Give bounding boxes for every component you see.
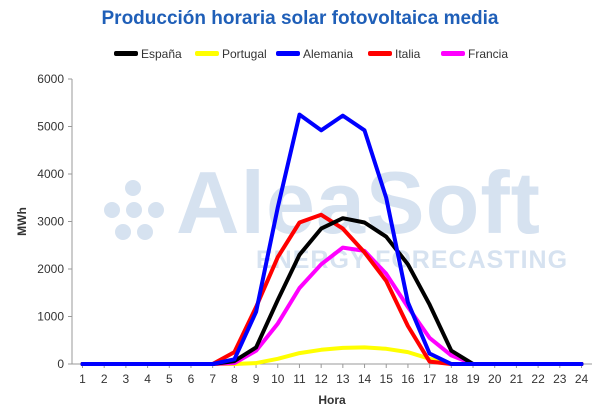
x-tick-label: 4 (144, 372, 151, 386)
x-tick-label: 21 (510, 372, 524, 386)
series-line-italia (80, 212, 584, 366)
legend-swatch (441, 51, 465, 56)
series-line-portugal (80, 345, 584, 366)
x-tick-label: 15 (380, 372, 394, 386)
x-tick-label: 22 (531, 372, 545, 386)
legend-swatch (114, 51, 138, 56)
x-tick-label: 18 (445, 372, 459, 386)
x-tick-label: 8 (231, 372, 238, 386)
y-tick-label: 4000 (37, 167, 64, 181)
x-tick-label: 19 (466, 372, 480, 386)
x-tick-label: 2 (101, 372, 108, 386)
legend-label: España (141, 47, 182, 61)
x-tick-label: 17 (423, 372, 437, 386)
x-tick-label: 20 (488, 372, 502, 386)
x-tick-label: 6 (188, 372, 195, 386)
legend: España Portugal Alemania Italia Francia (0, 46, 600, 62)
x-tick-label: 3 (123, 372, 130, 386)
x-tick-label: 5 (166, 372, 173, 386)
y-tick-label: 5000 (37, 120, 64, 134)
x-tick-label: 12 (314, 372, 328, 386)
series-line-francia (80, 245, 584, 366)
x-tick-label: 10 (271, 372, 285, 386)
series-line-espana (80, 216, 584, 366)
x-tick-label: 1 (79, 372, 86, 386)
legend-label: Italia (395, 47, 421, 61)
x-tick-label: 11 (293, 372, 306, 386)
x-tick-label: 7 (209, 372, 216, 386)
legend-label: Portugal (222, 47, 267, 61)
y-axis-title: MWh (15, 207, 29, 236)
y-tick-label: 2000 (37, 262, 64, 276)
y-tick-label: 6000 (37, 72, 64, 86)
x-tick-label: 23 (553, 372, 567, 386)
legend-swatch (195, 51, 219, 56)
legend-label: Francia (468, 47, 509, 61)
series-line-alemania (80, 112, 584, 366)
x-tick-label: 14 (358, 372, 372, 386)
y-tick-label: 3000 (37, 215, 64, 229)
y-tick-label: 0 (57, 357, 64, 371)
legend-label: Alemania (303, 47, 354, 61)
x-tick-label: 24 (575, 372, 589, 386)
legend-swatch (276, 51, 300, 56)
y-tick-label: 1000 (37, 310, 64, 324)
legend-swatch (368, 51, 392, 56)
chart-title: Producción horaria solar fotovoltaica me… (101, 8, 499, 29)
x-axis-title: Hora (318, 393, 346, 407)
x-tick-label: 9 (253, 372, 260, 386)
x-tick-label: 13 (336, 372, 350, 386)
x-tick-label: 16 (401, 372, 415, 386)
